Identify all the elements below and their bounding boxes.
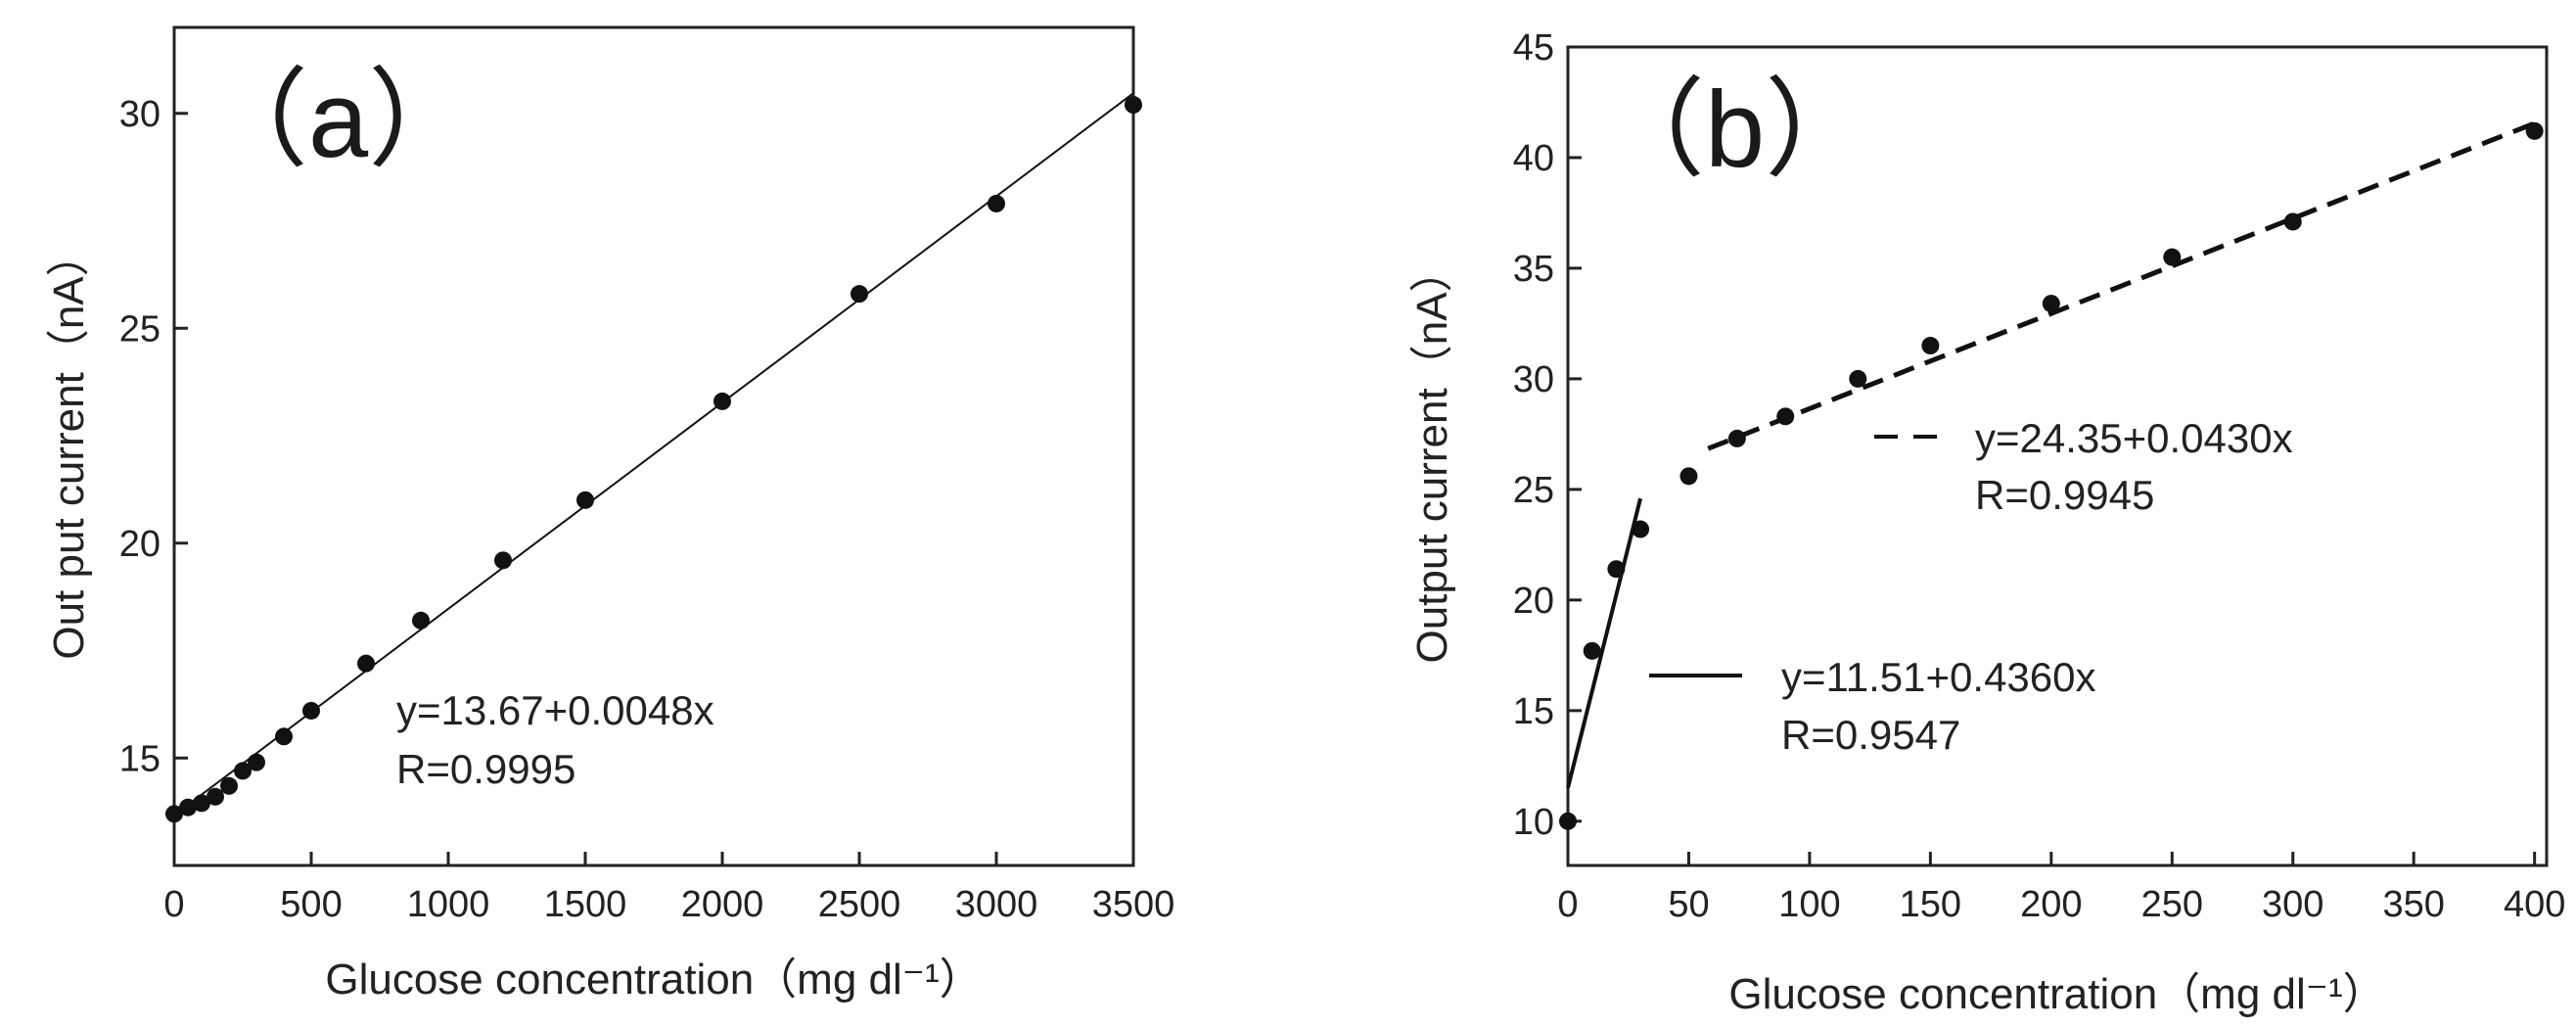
data-point <box>1632 520 1650 538</box>
x-tick-label: 3500 <box>1092 884 1175 925</box>
x-tick-label: 200 <box>2020 884 2082 925</box>
data-point <box>1125 96 1142 115</box>
y-tick-label: 20 <box>119 524 161 565</box>
panel-a-y-ticks: 15 20 25 30 <box>119 94 188 779</box>
data-point <box>713 392 731 410</box>
data-point <box>1583 641 1601 660</box>
panel-a-x-ticks: 0 500 1000 1500 2000 2500 3000 3500 <box>163 852 1174 925</box>
y-tick-label: 25 <box>1513 470 1554 511</box>
panel-b-legend-lines <box>1649 435 1953 677</box>
y-tick-label: 30 <box>1513 359 1554 400</box>
data-point <box>1921 337 1940 355</box>
y-tick-label: 20 <box>1513 581 1554 622</box>
x-tick-label: 50 <box>1668 884 1709 925</box>
data-point <box>193 794 210 813</box>
panel-b-y-ticks: 10 15 20 25 30 35 40 45 <box>1513 27 1582 843</box>
x-tick-label: 400 <box>2504 884 2565 925</box>
panel-b-fit-lines <box>1566 120 2536 789</box>
panel-a-fit-equation: y=13.67+0.0048x <box>396 687 714 733</box>
data-point <box>2525 121 2544 140</box>
panel-b-chart: 0 50 100 150 200 250 300 350 400 10 15 20 25 30 35 40 4… <box>1408 27 2565 1018</box>
solid-fit-line <box>173 92 1134 817</box>
panel-b-data-points <box>1559 121 2544 830</box>
panel-a-x-axis-title: Glucose concentration（mg dl⁻¹） <box>325 956 982 1004</box>
data-point <box>412 611 430 630</box>
y-tick-label: 30 <box>119 94 161 135</box>
data-point <box>1607 560 1626 579</box>
x-tick-label: 1000 <box>407 884 490 925</box>
x-tick-label: 150 <box>1900 884 1961 925</box>
panel-a-plot-frame <box>172 25 1135 867</box>
panel-a-y-axis-title: Out put current（nA） <box>45 233 93 659</box>
data-point <box>165 805 183 823</box>
panel-b-dashed-fit-equation: y=24.35+0.0430x <box>1975 415 2293 461</box>
x-tick-label: 350 <box>2382 884 2444 925</box>
panel-b-dashed-fit-r: R=0.9945 <box>1975 472 2154 518</box>
data-point <box>494 551 512 570</box>
panel-b-solid-fit-r: R=0.9547 <box>1781 712 1960 758</box>
panel-b-label: （b） <box>1597 70 1872 190</box>
data-point <box>1849 369 1867 388</box>
data-point <box>179 798 197 817</box>
y-tick-label: 40 <box>1513 138 1554 179</box>
x-tick-label: 300 <box>2262 884 2323 925</box>
x-tick-label: 2000 <box>681 884 764 925</box>
data-point <box>1559 812 1577 830</box>
x-tick-label: 1500 <box>544 884 627 925</box>
solid-fit-line <box>1566 497 1643 789</box>
y-tick-label: 15 <box>1513 691 1554 732</box>
x-tick-label: 100 <box>1778 884 1840 925</box>
y-tick-label: 25 <box>119 308 161 350</box>
panel-b-plot-frame <box>1566 45 2549 867</box>
data-point <box>2042 295 2060 313</box>
panel-b-solid-fit-equation: y=11.51+0.4360x <box>1781 654 2096 700</box>
data-point <box>207 787 224 806</box>
panel-a-fit-lines <box>173 92 1134 817</box>
data-point <box>234 762 252 780</box>
x-tick-label: 500 <box>280 884 342 925</box>
data-point <box>248 753 265 771</box>
data-point <box>1776 407 1795 426</box>
data-point <box>851 285 868 303</box>
x-tick-label: 250 <box>2141 884 2203 925</box>
dashed-fit-line <box>1707 120 2536 451</box>
data-point <box>1679 467 1698 486</box>
x-tick-label: 2500 <box>818 884 901 925</box>
data-point <box>302 701 320 720</box>
panel-a-data-points <box>165 96 1142 823</box>
x-tick-label: 3000 <box>955 884 1038 925</box>
panel-a-chart: 0 500 1000 1500 2000 2500 3000 3500 15 20 25 30 （a… <box>45 25 1174 1004</box>
data-point <box>2163 248 2182 266</box>
y-tick-label: 10 <box>1513 802 1554 843</box>
data-point <box>576 490 594 509</box>
x-tick-label: 0 <box>1557 884 1578 925</box>
x-tick-label: 0 <box>163 884 184 925</box>
panel-a-fit-r: R=0.9995 <box>396 746 575 792</box>
panel-b-x-ticks: 0 50 100 150 200 250 300 350 400 <box>1557 852 2565 925</box>
y-tick-label: 35 <box>1513 249 1554 290</box>
data-point <box>2283 212 2302 231</box>
data-point <box>988 194 1005 212</box>
data-point <box>1727 429 1746 447</box>
y-tick-label: 45 <box>1513 27 1554 69</box>
panel-b-x-axis-title: Glucose concentration（mg dl⁻¹） <box>1728 970 2385 1018</box>
data-point <box>275 727 293 746</box>
panel-a-label: （a） <box>201 60 476 180</box>
panel-b-y-axis-title: Output current（nA） <box>1408 249 1456 663</box>
y-tick-label: 15 <box>119 738 161 779</box>
data-point <box>357 654 375 673</box>
data-point <box>220 776 238 795</box>
